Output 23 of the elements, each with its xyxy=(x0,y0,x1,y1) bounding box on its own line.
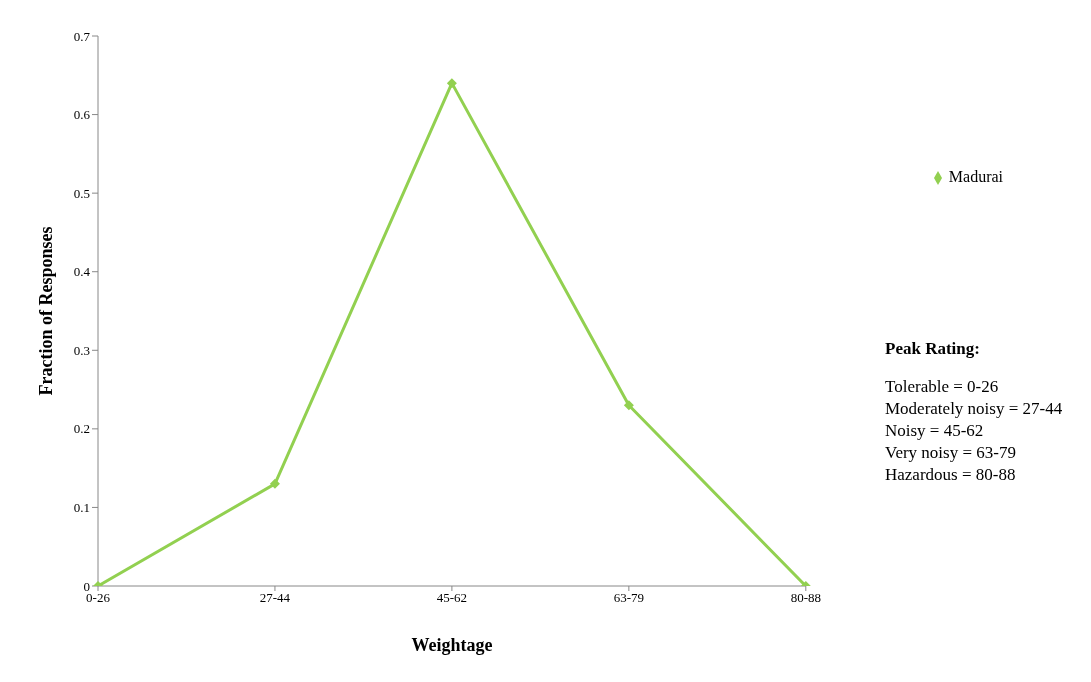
y-axis-title: Fraction of Responses xyxy=(36,226,57,396)
text: Tolerable = 0-26 xyxy=(885,376,1000,398)
y-tick-label: 0.7 xyxy=(73,28,91,44)
text: Peak Rating: xyxy=(885,338,981,360)
y-tick-label: 0.3 xyxy=(73,342,90,358)
text: Noisy = 45-62 xyxy=(885,420,985,442)
legend-label: Madurai xyxy=(948,168,1003,185)
x-tick-label: 63-79 xyxy=(613,590,645,606)
point xyxy=(623,400,634,411)
point xyxy=(446,78,457,89)
x-tick-label: 45-62 xyxy=(436,590,468,606)
text: Moderately noisy = 27-44 xyxy=(885,398,1063,420)
point xyxy=(269,478,280,489)
y-tick-label: 0.2 xyxy=(73,421,90,437)
y-tick-label: 0.5 xyxy=(73,185,90,201)
x-tick-label: 80-88 xyxy=(790,590,821,606)
x-tick-label: 27-44 xyxy=(259,590,291,606)
text: Hazardous = 80-88 xyxy=(885,464,1017,486)
text: Very noisy = 63-79 xyxy=(885,442,1017,464)
y-tick-label: 0.4 xyxy=(73,264,91,280)
y-tick-label: 0.6 xyxy=(73,107,91,123)
x-axis-title: Weightage xyxy=(411,635,493,655)
y-tick-label: 0.1 xyxy=(73,500,90,516)
